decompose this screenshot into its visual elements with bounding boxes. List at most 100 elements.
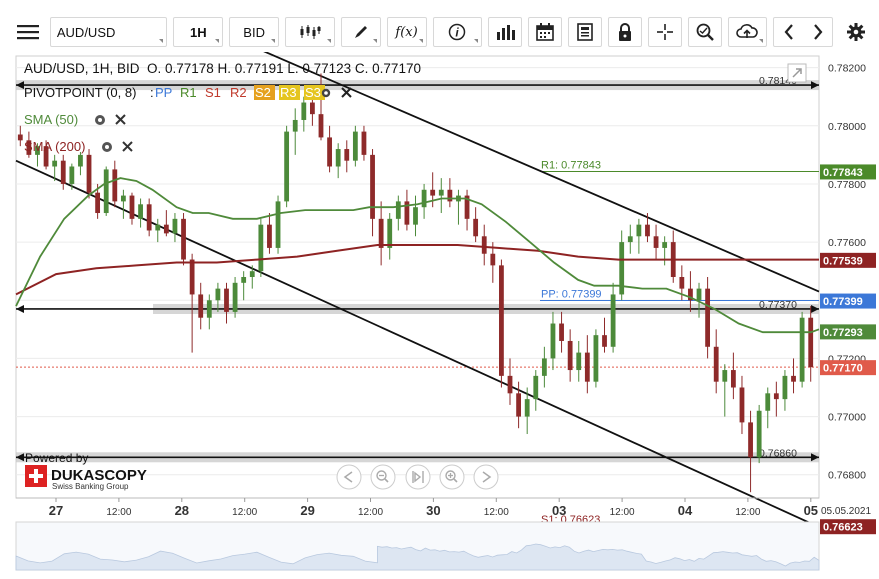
chart-area[interactable]: 0.78140 0.77370 0.76860 R1: 0.77843 PP: 0.7… bbox=[0, 14, 879, 574]
sma50-close-icon[interactable] bbox=[115, 114, 126, 125]
y-tick-label: 0.77000 bbox=[828, 412, 866, 424]
price-tag-label: 0.77293 bbox=[823, 327, 863, 339]
candle-body bbox=[756, 410, 762, 458]
candle-body bbox=[593, 335, 599, 382]
toolbar: AUD/USD 1H BID f(x) i bbox=[12, 15, 879, 49]
sma50-gear-icon[interactable] bbox=[95, 115, 105, 125]
info-button[interactable]: i bbox=[432, 17, 483, 47]
sma50-label[interactable]: SMA (50) bbox=[24, 112, 78, 127]
candle-body bbox=[370, 154, 375, 219]
fit-button[interactable] bbox=[405, 464, 431, 490]
sma200-close-icon[interactable] bbox=[122, 141, 133, 152]
candle-body bbox=[267, 224, 272, 248]
candle-body bbox=[43, 146, 49, 167]
candle-body bbox=[275, 201, 281, 248]
zoom-in-button[interactable] bbox=[439, 464, 465, 490]
candle-body bbox=[799, 317, 805, 382]
price-tag bbox=[820, 360, 876, 376]
instrument-selector[interactable]: AUD/USD bbox=[49, 17, 168, 47]
x-axis: 27 12:00 28 12:00 29 12:00 30 12:00 03 12:00 04 12:… bbox=[16, 497, 871, 518]
pivot-legend: : PP R1 S1 R2 S2 R3 S3 bbox=[150, 85, 325, 100]
x-tick-label: 30 bbox=[426, 503, 440, 518]
sma50-settings[interactable] bbox=[95, 114, 126, 125]
lock-button[interactable] bbox=[607, 17, 642, 47]
settings-button[interactable] bbox=[839, 17, 874, 47]
brand-sub: Swiss Banking Group bbox=[52, 482, 129, 491]
chart-nav-controls bbox=[336, 464, 499, 490]
zoom-button[interactable] bbox=[687, 17, 722, 47]
chart-type-button[interactable] bbox=[285, 17, 335, 47]
news-button[interactable] bbox=[568, 17, 602, 47]
export-button[interactable] bbox=[727, 17, 768, 47]
candle-body bbox=[602, 335, 607, 347]
price-side-selector[interactable]: BID bbox=[229, 17, 280, 47]
x-tick-label: 12:00 bbox=[610, 507, 635, 518]
trend-line[interactable] bbox=[180, 14, 820, 293]
pivot-line-label: R1: 0.77843 bbox=[541, 159, 601, 171]
chart-title: AUD/USD, 1H, BID bbox=[24, 61, 140, 76]
sma50-line bbox=[15, 177, 820, 334]
candle-body bbox=[765, 393, 771, 411]
candle-body bbox=[249, 271, 255, 277]
candle-body bbox=[378, 218, 384, 248]
pan-right-button[interactable] bbox=[473, 464, 499, 490]
indicators-button[interactable]: f(x) bbox=[386, 17, 427, 47]
pivot-legend-item: S1 bbox=[205, 85, 221, 100]
pivot-legend-bg bbox=[254, 85, 275, 100]
candle-body bbox=[619, 242, 625, 295]
sma200-gear-icon[interactable] bbox=[102, 142, 112, 152]
timeframe-selector[interactable]: 1H bbox=[173, 17, 224, 47]
price-tags: 0.77843 0.77539 0.77399 0.77293 0.77170 0.766… bbox=[820, 164, 876, 535]
crosshair-button[interactable] bbox=[647, 17, 682, 47]
chevron-left-icon[interactable] bbox=[783, 23, 795, 41]
popout-icon[interactable] bbox=[787, 63, 807, 83]
pivot-close-icon[interactable] bbox=[341, 87, 352, 98]
candle-body bbox=[335, 149, 341, 167]
price-tag-label: 0.76623 bbox=[823, 522, 863, 534]
chevron-right-icon[interactable] bbox=[812, 23, 824, 41]
gear-icon bbox=[847, 23, 866, 41]
candle-body bbox=[627, 236, 633, 243]
calendar-button[interactable] bbox=[528, 17, 563, 47]
candle-body bbox=[413, 207, 418, 225]
info-icon: i bbox=[449, 23, 466, 41]
candle-body bbox=[404, 201, 410, 225]
candle-body bbox=[78, 154, 83, 167]
candle-body bbox=[730, 370, 736, 388]
drawing-tools-button[interactable] bbox=[340, 17, 381, 47]
pivot-gear-icon[interactable] bbox=[321, 88, 331, 98]
pivot-legend-item: R2 bbox=[230, 85, 247, 100]
candle-body bbox=[464, 195, 470, 219]
candle-body bbox=[576, 352, 582, 371]
x-tick-label: 12:00 bbox=[358, 507, 383, 518]
menu-button[interactable] bbox=[12, 17, 44, 47]
pivot-settings[interactable] bbox=[321, 87, 352, 98]
candle-body bbox=[739, 387, 745, 423]
candle-body bbox=[722, 370, 728, 382]
lock-icon bbox=[618, 23, 631, 41]
pan-left-button[interactable] bbox=[336, 464, 362, 490]
x-tick-label: 04 bbox=[678, 503, 693, 518]
candle-body bbox=[567, 340, 573, 371]
candle-body bbox=[490, 253, 496, 266]
pivot-legend-item: R1 bbox=[180, 85, 197, 100]
x-tick-label: 12:00 bbox=[232, 507, 257, 518]
price-side-label: BID bbox=[243, 24, 265, 40]
candle-body bbox=[507, 375, 513, 394]
grid-lines bbox=[16, 67, 819, 476]
scroll-nav-group bbox=[773, 17, 834, 47]
zoom-icon bbox=[696, 23, 714, 41]
arrow-right-icon bbox=[811, 81, 819, 90]
sma200-settings[interactable] bbox=[102, 141, 133, 152]
pivot-indicator-label[interactable]: PIVOTPOINT (0, 8) bbox=[24, 85, 136, 100]
volume-button[interactable] bbox=[488, 17, 523, 47]
candle-body bbox=[215, 288, 221, 301]
price-tag bbox=[820, 164, 876, 180]
candle-body bbox=[662, 242, 668, 248]
zoom-out-button[interactable] bbox=[370, 464, 396, 490]
cloud-upload-icon bbox=[736, 24, 759, 38]
sma200-label[interactable]: SMA (200) bbox=[24, 139, 85, 154]
candle-body bbox=[258, 224, 264, 272]
